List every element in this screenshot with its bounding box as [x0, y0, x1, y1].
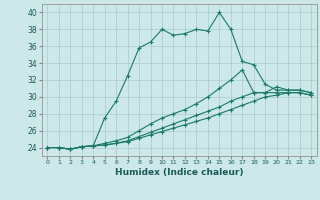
X-axis label: Humidex (Indice chaleur): Humidex (Indice chaleur) — [115, 168, 244, 177]
